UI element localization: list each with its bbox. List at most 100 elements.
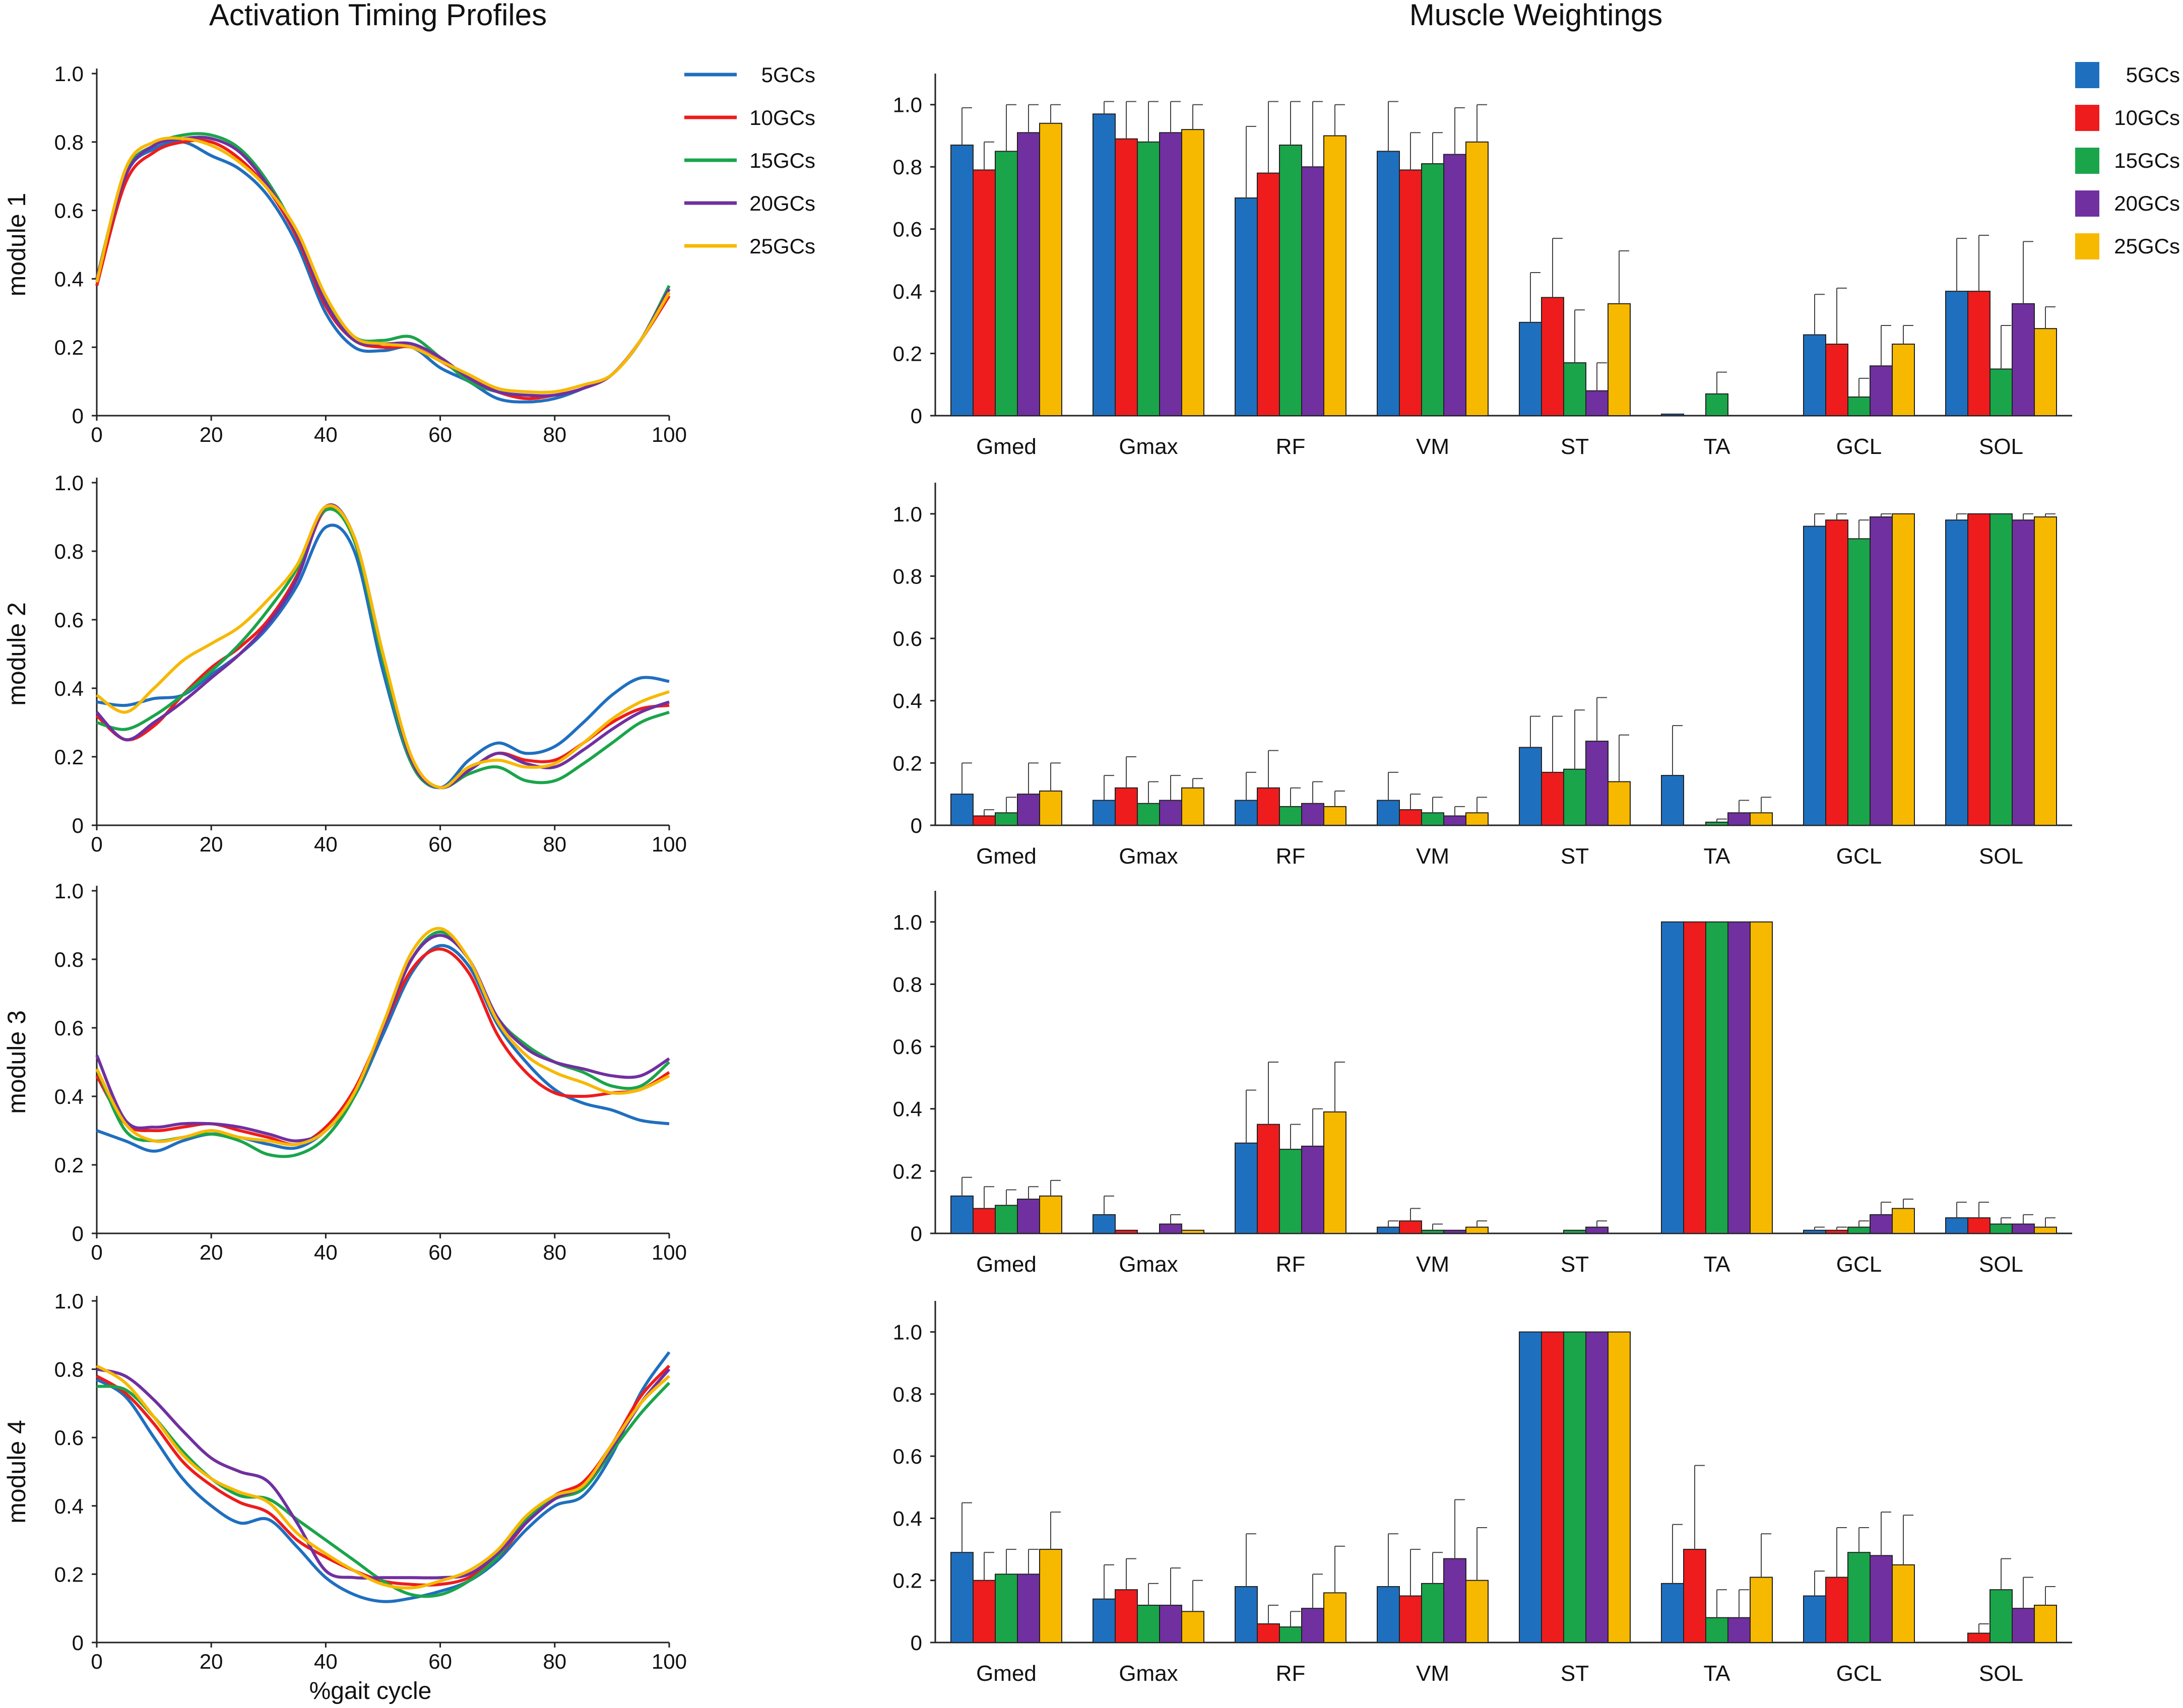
bar-VM-25GCs (1465, 812, 1489, 826)
y-tick-label: 0.8 (893, 972, 922, 996)
legend-label: 5GCs (2126, 63, 2180, 87)
x-tick-label: 20 (200, 423, 223, 446)
y-tick-label: 0.4 (893, 280, 922, 303)
legend-label: 25GCs (2114, 234, 2180, 258)
bar-GCL-15GCs (1847, 396, 1871, 416)
bar-ST-5GCs (1519, 747, 1542, 826)
y-tick-label: 0.6 (893, 218, 922, 241)
bar-TA-20GCs (1727, 921, 1751, 1234)
bar-TA-15GCs (1705, 821, 1728, 826)
bar-SOL-20GCs (2012, 1223, 2035, 1234)
y-tick-label: 0 (911, 1222, 922, 1245)
y-tick-label: 0.8 (54, 1358, 84, 1382)
category-label-Gmed: Gmed (976, 434, 1037, 459)
legend-label: 25GCs (749, 234, 815, 258)
x-tick-label: 100 (652, 1240, 687, 1264)
y-tick-label: 1.0 (893, 910, 922, 934)
bar-RF-25GCs (1323, 135, 1346, 417)
y-tick-label: 1.0 (54, 1289, 84, 1313)
x-tick-label: 60 (428, 1240, 452, 1264)
bar-GCL-20GCs (1870, 365, 1893, 417)
y-tick-label: 0.2 (893, 1569, 922, 1593)
bar-SOL-5GCs (1945, 519, 1968, 826)
series-line-10GCs (96, 1364, 671, 1587)
bar-SOL-25GCs (2034, 328, 2057, 416)
line-legend-item-15GCs: 15GCs (684, 149, 815, 172)
category-label-Gmed: Gmed (976, 844, 1037, 869)
bar-Gmed-20GCs (1017, 1573, 1040, 1643)
x-tick-label: 40 (314, 423, 338, 446)
bar-RF-10GCs (1257, 172, 1280, 416)
bar-GCL-20GCs (1870, 1214, 1893, 1234)
bar-TA-5GCs (1661, 921, 1684, 1234)
bar-ST-20GCs (1585, 741, 1609, 826)
bar-Gmed-20GCs (1017, 1199, 1040, 1234)
x-tick-label: 100 (652, 1650, 687, 1673)
category-label-VM: VM (1416, 844, 1449, 869)
legend-label: 15GCs (2114, 149, 2180, 172)
y-tick-label: 1.0 (893, 1321, 922, 1344)
category-label-ST: ST (1561, 434, 1589, 459)
bar-Gmax-20GCs (1159, 1223, 1182, 1234)
bar-GCL-25GCs (1892, 1564, 1915, 1644)
bar-TA-5GCs (1661, 413, 1684, 416)
legend-swatch (2075, 105, 2099, 131)
y-tick-label: 0.4 (893, 1506, 922, 1530)
y-tick-label: 0.2 (893, 342, 922, 366)
bar-Gmax-5GCs (1093, 800, 1116, 826)
bar-Gmed-15GCs (995, 812, 1018, 826)
bar-SOL-25GCs (2034, 516, 2057, 826)
bar-Gmax-20GCs (1159, 1605, 1182, 1644)
y-tick-label: 0.2 (893, 1159, 922, 1183)
bar-RF-25GCs (1323, 1111, 1346, 1234)
line-legend-item-20GCs: 20GCs (684, 191, 815, 215)
legend-label: 15GCs (749, 149, 815, 172)
bar-GCL-15GCs (1847, 538, 1871, 826)
bar-RF-5GCs (1235, 800, 1258, 826)
x-tick-label: 40 (314, 832, 338, 856)
bar-Gmed-15GCs (995, 1205, 1018, 1234)
y-tick-label: 0.4 (54, 1494, 84, 1518)
category-label-RF: RF (1276, 844, 1306, 869)
x-tick-label: 20 (200, 1650, 223, 1673)
bar-Gmed-15GCs (995, 151, 1018, 416)
x-tick-label: 20 (200, 832, 223, 856)
y-tick-label: 0.4 (54, 677, 84, 700)
bar-Gmed-25GCs (1039, 1549, 1062, 1643)
series-line-25GCs (95, 927, 670, 1146)
bar-Gmed-15GCs (995, 1573, 1018, 1643)
line-panels: 0 0.2 0.4 0.6 0.8 1.0 0 20 40 60 80 100 module 1 0 0.2… (3, 62, 687, 1673)
category-label-SOL: SOL (1979, 1252, 2023, 1277)
bar-ST-10GCs (1541, 1331, 1564, 1644)
bar-Gmax-5GCs (1093, 1214, 1116, 1234)
bar-VM-20GCs (1443, 1558, 1466, 1643)
y-tick-label: 0.6 (54, 199, 84, 223)
bar-Gmed-20GCs (1017, 794, 1040, 826)
bar-VM-10GCs (1399, 169, 1422, 416)
bar-Gmax-15GCs (1137, 141, 1160, 416)
bar-GCL-10GCs (1825, 1229, 1848, 1234)
bar-GCL-20GCs (1870, 1555, 1893, 1644)
category-label-RF: RF (1276, 1252, 1306, 1277)
legend-swatch (2075, 148, 2099, 174)
category-label-SOL: SOL (1979, 844, 2023, 869)
line-chart-module-3: 0 0.2 0.4 0.6 0.8 1.0 0 20 40 60 80 100 module 3 (3, 879, 687, 1264)
right-title: Muscle Weightings (1409, 0, 1662, 32)
category-label-ST: ST (1561, 1661, 1589, 1686)
bar-RF-25GCs (1323, 1592, 1346, 1644)
bar-VM-5GCs (1377, 151, 1400, 416)
category-label-ST: ST (1561, 844, 1589, 869)
x-tick-label: 0 (91, 832, 102, 856)
bar-Gmax-25GCs (1181, 129, 1204, 417)
bar-GCL-25GCs (1892, 513, 1915, 826)
bar-ST-10GCs (1541, 297, 1564, 416)
series-line-25GCs (96, 504, 670, 790)
bar-ST-10GCs (1541, 771, 1564, 826)
series-line-20GCs (96, 1367, 671, 1580)
bar-SOL-10GCs (1967, 1217, 1991, 1234)
bar-VM-5GCs (1377, 1586, 1400, 1643)
bar-TA-25GCs (1750, 812, 1773, 826)
y-tick-label: 1.0 (54, 471, 84, 495)
bar-VM-10GCs (1399, 809, 1422, 826)
